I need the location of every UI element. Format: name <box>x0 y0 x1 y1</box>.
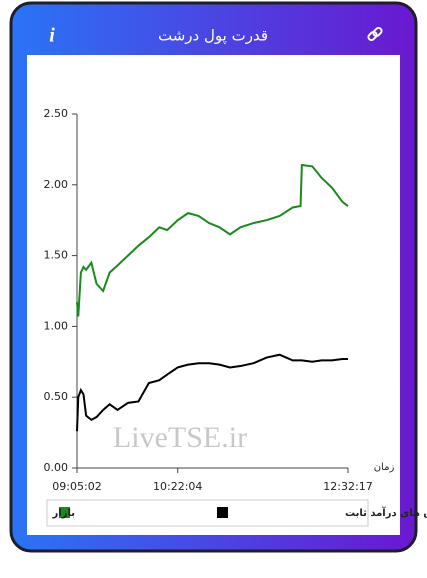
watermark: LiveTSE.ir <box>113 421 247 454</box>
series-line <box>76 353 348 432</box>
legend-label: صندوق های درآمد ثابت <box>345 506 427 519</box>
legend-label: بازار <box>52 508 75 519</box>
y-tick-label: 0.00 <box>44 461 69 474</box>
header-title: قدرت پول درشت <box>158 27 268 46</box>
y-tick-label: 2.00 <box>44 178 69 191</box>
legend-swatch <box>217 507 228 518</box>
chart-panel <box>27 55 400 535</box>
y-tick-label: 2.50 <box>44 107 69 120</box>
y-tick-label: 0.50 <box>44 390 69 403</box>
info-button[interactable]: i <box>49 25 55 47</box>
legend-swatch <box>59 507 70 518</box>
y-tick-label: 1.00 <box>44 319 69 332</box>
legend <box>46 499 369 527</box>
x-tick-label: 12:32:17 <box>323 480 372 493</box>
link-button[interactable] <box>367 26 383 42</box>
x-tick-label: 10:22:04 <box>153 480 202 493</box>
x-axis-title: زمان <box>374 462 395 473</box>
y-tick-label: 1.50 <box>44 249 69 262</box>
series-line <box>76 163 349 317</box>
x-tick-label: 09:05:02 <box>52 480 101 493</box>
